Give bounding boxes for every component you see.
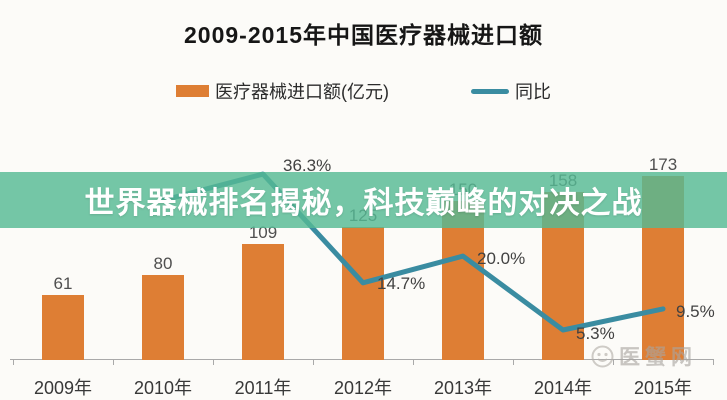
x-axis-tick — [613, 359, 614, 365]
yoy-label-2015年: 9.5% — [676, 301, 715, 321]
x-axis-label-2009年: 2009年 — [33, 378, 93, 398]
chart-legend: 医疗器械进口额(亿元) 同比 — [0, 78, 727, 104]
yoy-label-2013年: 20.0% — [477, 249, 526, 269]
bar-2010年 — [142, 275, 184, 360]
x-axis-tick — [13, 359, 14, 365]
yoy-label-2012年: 14.7% — [377, 273, 426, 293]
headline-banner: 世界器械排名揭秘，科技巅峰的对决之战 — [0, 172, 727, 228]
bar-value-label: 61 — [53, 274, 73, 293]
bar-2009年 — [42, 295, 84, 360]
chart-title: 2009-2015年中国医疗器械进口额 — [184, 22, 543, 48]
x-axis-label-2013年: 2013年 — [433, 378, 493, 398]
x-axis-label-2014年: 2014年 — [533, 378, 593, 398]
legend-label-imports: 医疗器械进口额(亿元) — [215, 82, 389, 102]
legend-item-yoy: 同比 — [471, 78, 551, 104]
x-axis-label-2011年: 2011年 — [234, 378, 292, 398]
bar-value-label: 173 — [648, 155, 678, 174]
line-series-swatch-icon — [471, 88, 509, 94]
watermark: 医蟹网 — [590, 341, 697, 371]
headline-text: 世界器械排名揭秘，科技巅峰的对决之战 — [84, 187, 643, 220]
yoy-label-2014年: 5.3% — [576, 324, 615, 344]
x-axis-label-2010年: 2010年 — [133, 378, 193, 398]
mascot-face-icon — [591, 345, 614, 367]
yoy-label-2011年: 36.3% — [283, 156, 332, 176]
x-axis-tick — [213, 359, 214, 365]
legend-label-yoy: 同比 — [515, 82, 551, 102]
x-axis-tick — [513, 359, 514, 365]
x-axis-tick — [713, 359, 714, 365]
bar-series-swatch-icon — [176, 85, 209, 97]
x-axis-label-2012年: 2012年 — [333, 378, 393, 398]
bar-2011年 — [242, 244, 284, 360]
x-axis-tick — [413, 359, 414, 365]
watermark-text: 医蟹网 — [619, 346, 697, 369]
x-axis-tick — [313, 359, 314, 365]
x-axis-label-2015年: 2015年 — [633, 378, 693, 398]
bar-value-label: 80 — [153, 254, 173, 273]
x-axis-tick — [113, 359, 114, 365]
legend-item-imports: 医疗器械进口额(亿元) — [176, 78, 389, 104]
